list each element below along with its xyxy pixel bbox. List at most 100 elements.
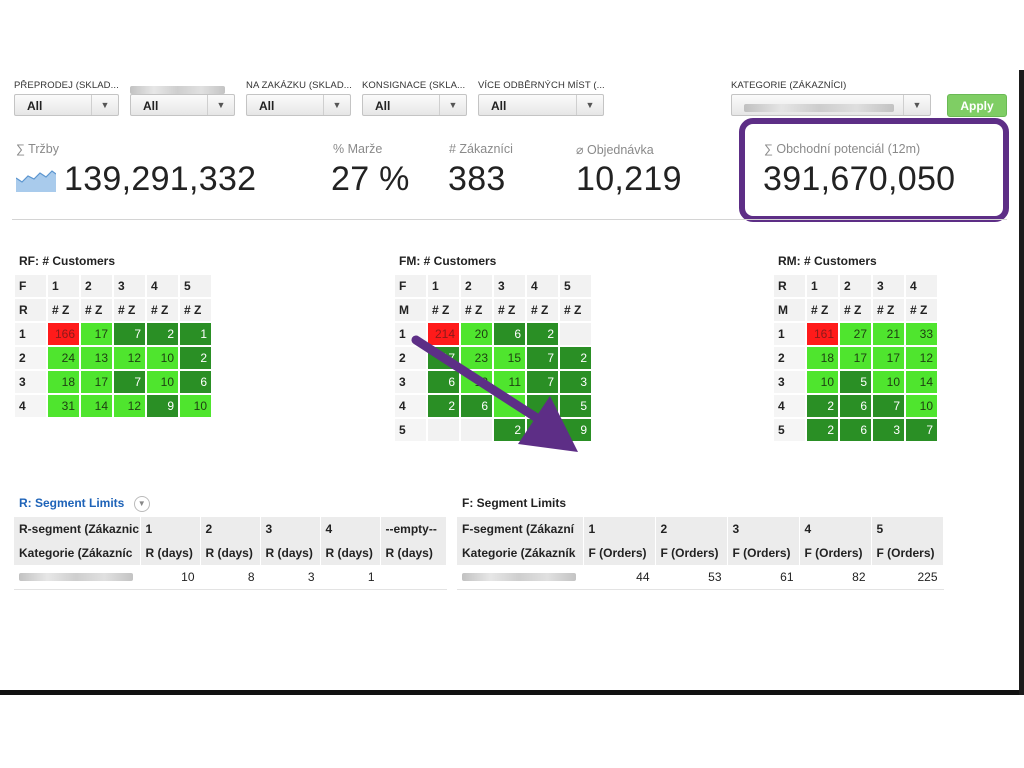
segment-header-cell: R (days): [320, 541, 381, 565]
grid-row-header: 1: [394, 322, 427, 346]
grid-cell: 18: [806, 346, 839, 370]
f-segment-table: F-segment (Zákazní 1 2 3 4 5 Kategorie (Zákazn…: [457, 517, 944, 590]
grid-col-header: 3: [872, 274, 905, 298]
highlight-box: [739, 118, 1009, 222]
kpi-label-objednavka: ⌀ Objednávka: [576, 143, 654, 157]
filter-label-konsignace: KONSIGNACE (SKLA...: [362, 80, 466, 91]
grid-axis-label: R: [14, 298, 47, 322]
segment-header-cell: F-segment (Zákazní: [457, 517, 584, 541]
segment-header-row: Kategorie (Zákazníc R (days) R (days) R (da…: [14, 541, 447, 565]
grid-row: 4 31 14 12 9 10: [14, 394, 212, 418]
divider: [12, 219, 1007, 220]
segment-cell: 10: [140, 565, 201, 590]
grid-cell: 2: [806, 394, 839, 418]
grid-cell: 161: [806, 322, 839, 346]
grid-cell: 21: [872, 322, 905, 346]
segment-header-cell: R (days): [200, 541, 261, 565]
segment-row-label: [457, 565, 584, 590]
grid-cell: 3: [559, 370, 592, 394]
segment-header-cell: 5: [871, 517, 944, 541]
grid-cell: 6: [179, 370, 212, 394]
kpi-label-marze: % Marže: [333, 142, 383, 156]
kpi-label-zakaznici: # Zákazníci: [449, 142, 513, 156]
dropdown-circle-icon[interactable]: ▼: [133, 496, 150, 512]
grid-row: 3 18 17 7 10 6: [14, 370, 212, 394]
segment-header-cell: F (Orders): [871, 541, 944, 565]
grid-col-subheader: # Z: [493, 298, 526, 322]
grid-cell: 17: [839, 346, 872, 370]
grid-col-subheader: # Z: [80, 298, 113, 322]
kpi-value-marze: 27 %: [331, 160, 410, 198]
segment-header-cell: F (Orders): [583, 541, 656, 565]
grid-col-header: 4: [905, 274, 938, 298]
grid-col-header: 5: [179, 274, 212, 298]
grid-axis-label: F: [14, 274, 47, 298]
grid-col-subheader: # Z: [113, 298, 146, 322]
filter-select-konsignace[interactable]: All ▼: [362, 94, 467, 116]
filter-select-blurred[interactable]: All ▼: [130, 94, 235, 116]
filter-label-blurred: [130, 81, 225, 99]
chevron-down-icon: ▼: [439, 95, 466, 115]
grid-cell: 3: [872, 418, 905, 442]
grid-cell: 1: [179, 322, 212, 346]
segment-header-cell: R-segment (Zákaznic: [14, 517, 141, 541]
grid-row-header: 2: [394, 346, 427, 370]
grid-cell: 14: [905, 370, 938, 394]
grid-cell: 2: [146, 322, 179, 346]
grid-cell: 6: [839, 418, 872, 442]
filter-label-preprodej: PŘEPRODEJ (SKLAD...: [14, 80, 119, 91]
segment-header-cell: R (days): [140, 541, 201, 565]
filter-select-kategorie[interactable]: ▼: [731, 94, 931, 116]
grid-row-header: 3: [394, 370, 427, 394]
grid-cell: 5: [559, 394, 592, 418]
grid-row-header: 1: [773, 322, 806, 346]
grid-cell: 7: [526, 370, 559, 394]
grid-col-subheader: # Z: [179, 298, 212, 322]
filter-select-preprodej[interactable]: All ▼: [14, 94, 119, 116]
f-segment-title: F: Segment Limits: [462, 496, 567, 510]
segment-header-row: R-segment (Zákaznic 1 2 3 4 --empty--: [14, 517, 447, 541]
grid-cell: 2: [526, 322, 559, 346]
grid-cell: 6: [493, 322, 526, 346]
segment-header-cell: 2: [655, 517, 728, 541]
r-segment-title[interactable]: R: Segment Limits ▼: [19, 496, 150, 512]
grid-row: 1 161 27 21 33: [773, 322, 938, 346]
grid-col-header: 3: [113, 274, 146, 298]
grid-row: 1 166 17 7 2 1: [14, 322, 212, 346]
grid-cell: 10: [146, 370, 179, 394]
chevron-down-icon: ▼: [91, 95, 118, 115]
rm-table: R 1 2 3 4 M # Z # Z # Z # Z 1 161 27 21 33 2 18 17 17 12 3 10…: [773, 274, 938, 442]
segment-header-cell: 1: [583, 517, 656, 541]
grid-cell: 10: [179, 394, 212, 418]
grid-cell: 2: [427, 394, 460, 418]
kpi-label-potencial: ∑ Obchodní potenciál (12m): [764, 142, 921, 156]
grid-col-subheader: # Z: [806, 298, 839, 322]
grid-row: 5249: [394, 418, 592, 442]
filter-select-na-zakazku[interactable]: All ▼: [246, 94, 351, 116]
segment-header-cell: F (Orders): [655, 541, 728, 565]
grid-col-header: 1: [427, 274, 460, 298]
apply-button[interactable]: Apply: [947, 94, 1007, 117]
annotation-arrow: [411, 335, 578, 452]
filter-select-vice-odbernych-mist[interactable]: All ▼: [478, 94, 604, 116]
grid-row-header: 2: [14, 346, 47, 370]
grid-cell: [460, 418, 493, 442]
kpi-value-zakaznici: 383: [448, 160, 506, 198]
segment-header-cell: 3: [260, 517, 321, 541]
grid-row-header: 4: [394, 394, 427, 418]
grid-row-header: 1: [14, 322, 47, 346]
segment-cell: 82: [799, 565, 872, 590]
segment-cell: 1: [320, 565, 381, 590]
grid-cell: 24: [47, 346, 80, 370]
grid-row-header: 4: [14, 394, 47, 418]
grid-cell: 27: [839, 322, 872, 346]
segment-header-cell: Kategorie (Zákazník: [457, 541, 584, 565]
grid-cell: 10: [146, 346, 179, 370]
grid-cell: 17: [80, 322, 113, 346]
segment-header-cell: R (days): [380, 541, 447, 565]
grid-cell: 14: [80, 394, 113, 418]
segment-cell: 8: [200, 565, 261, 590]
rf-title: RF: # Customers: [19, 254, 116, 268]
